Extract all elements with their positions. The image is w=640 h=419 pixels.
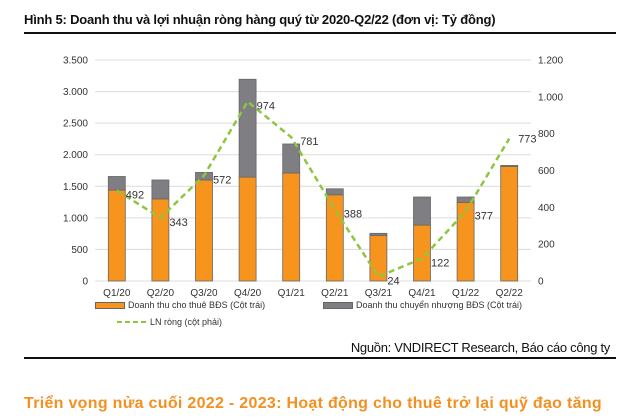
bar-transfer [282, 143, 301, 174]
figure-title: Hình 5: Doanh thu và lợi nhuận ròng hàng… [24, 12, 496, 27]
bar-rental [195, 179, 213, 282]
bar-transfer [500, 165, 519, 167]
profit-data-label: 572 [213, 175, 231, 187]
legend-swatch-orange [95, 301, 125, 309]
top-rule [24, 32, 616, 34]
right-tick-label: 1.200 [538, 56, 563, 67]
left-tick-label: 1.500 [63, 182, 88, 193]
x-tick-label: Q1/21 [278, 288, 306, 299]
bar-rental [238, 176, 257, 282]
x-tick-label: Q3/21 [365, 288, 393, 299]
profit-data-label: 492 [126, 189, 144, 201]
left-tick-label: 2.500 [63, 119, 88, 130]
right-tick-label: 800 [538, 129, 555, 140]
x-tick-label: Q2/20 [147, 288, 175, 299]
x-tick-label: Q4/21 [408, 288, 436, 299]
legend-item-rental: Doanh thu cho thuê BĐS (Cột trái) [95, 300, 265, 310]
chart: 0 500 1.000 1.500 2.000 2.500 3.000 3.500 0 200 40… [63, 56, 563, 300]
profit-data-label: 781 [300, 136, 318, 148]
x-tick-label: Q4/20 [234, 288, 262, 299]
bar-rental [456, 201, 475, 282]
right-tick-label: 0 [538, 277, 544, 288]
bar-transfer [325, 188, 344, 196]
profit-line [116, 99, 511, 279]
bar-transfer [151, 179, 170, 200]
bottom-rule [24, 357, 616, 359]
right-tick-label: 600 [538, 166, 555, 177]
right-tick-label: 400 [538, 203, 555, 214]
source-note: Nguồn: VNDIRECT Research, Báo cáo công t… [350, 340, 610, 355]
bar-transfer [107, 176, 126, 191]
bar-transfer [238, 78, 257, 178]
legend-item-profit: LN ròng (cột phải) [117, 317, 222, 327]
left-tick-label: 2.000 [63, 150, 88, 161]
left-tick-label: 500 [71, 245, 88, 256]
profit-data-label: 122 [431, 258, 449, 270]
legend-label: Doanh thu cho thuê BĐS (Cột trái) [128, 300, 266, 310]
profit-data-label: 24 [387, 276, 399, 288]
legend-dash-icon [117, 321, 147, 323]
legend-swatch-gray [323, 301, 353, 309]
x-tick-label: Q2/21 [321, 288, 349, 299]
left-tick-label: 0 [82, 277, 88, 288]
profit-data-label: 974 [257, 101, 275, 113]
x-tick-label: Q1/22 [452, 288, 480, 299]
profit-data-label: 343 [169, 217, 187, 229]
profit-data-label: 388 [344, 209, 362, 221]
legend-label: LN ròng (cột phải) [150, 317, 223, 327]
profit-data-label: 377 [475, 211, 493, 223]
bar-rental [325, 194, 344, 282]
legend-item-transfer: Doanh thu chuyển nhượng BĐS (Cột trái) [323, 300, 522, 310]
profit-data-label: 773 [518, 134, 536, 146]
legend-label: Doanh thu chuyển nhượng BĐS (Cột trái) [356, 300, 523, 310]
bar-rental [282, 172, 301, 282]
left-tick-label: 3.500 [63, 56, 88, 67]
left-tick-label: 3.000 [63, 87, 88, 98]
bar-rental [107, 189, 126, 282]
left-tick-label: 1.000 [63, 213, 88, 224]
bar-transfer [369, 232, 388, 236]
x-tick-label: Q3/20 [190, 288, 218, 299]
bar-transfer [413, 196, 431, 226]
bar-rental [500, 165, 519, 282]
section-heading: Triển vọng nửa cuối 2022 - 2023: Hoạt độ… [24, 395, 602, 412]
x-tick-label: Q2/22 [496, 288, 524, 299]
right-tick-label: 1.000 [538, 92, 563, 103]
right-tick-label: 200 [538, 240, 555, 251]
x-tick-label: Q1/20 [103, 288, 131, 299]
